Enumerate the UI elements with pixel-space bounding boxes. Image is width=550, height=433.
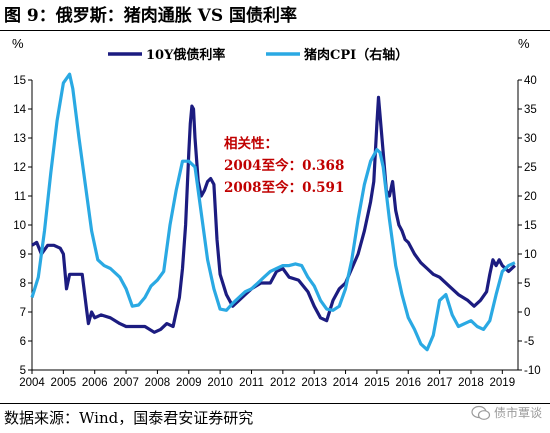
legend-label-pork-cpi: 猪肉CPI（右轴） (303, 47, 408, 63)
right-tick-label: -10 (524, 365, 541, 377)
x-tick-label: 2015 (364, 377, 390, 389)
correlation-annotation: 相关性： 2004至今：0.368 2008至今：0.591 (224, 135, 344, 196)
x-tick-label: 2005 (51, 377, 77, 389)
right-tick-label: 20 (524, 191, 537, 203)
x-tick-label: 2019 (490, 377, 516, 389)
right-axis-unit: % (518, 36, 530, 51)
right-tick-label: 35 (524, 104, 537, 116)
wechat-icon (471, 405, 491, 420)
figure-title: 图 9：俄罗斯：猪肉通胀 VS 国债利率 (4, 6, 298, 26)
left-tick-label: 10 (13, 220, 26, 232)
x-tick-label: 2013 (301, 377, 327, 389)
right-tick-label: 25 (524, 162, 537, 174)
left-axis-unit: % (12, 36, 24, 51)
right-tick-label: 30 (524, 133, 537, 145)
annotation-heading: 相关性： (224, 135, 278, 152)
legend: 10Y俄债利率 猪肉CPI（右轴） (108, 47, 408, 63)
x-tick-label: 2006 (82, 377, 108, 389)
series-layer (30, 72, 516, 352)
left-tick-label: 11 (14, 191, 26, 203)
x-tick-label: 2007 (113, 377, 139, 389)
x-tick-label: 2008 (145, 377, 171, 389)
x-tick-label: 2016 (395, 377, 421, 389)
x-tick-label: 2004 (19, 377, 45, 389)
source-divider (0, 403, 550, 404)
x-tick-label: 2017 (427, 377, 453, 389)
right-tick-label: 40 (524, 75, 537, 87)
left-tick-label: 5 (20, 365, 26, 377)
annotation-corr-2008: 2008至今：0.591 (224, 179, 344, 196)
x-tick-label: 2014 (333, 377, 359, 389)
right-tick-label: 15 (524, 220, 537, 232)
x-tick-label: 2009 (176, 377, 202, 389)
watermark-text: 债市覃谈 (493, 406, 542, 420)
left-tick-label: 7 (20, 307, 26, 319)
x-tick-label: 2010 (207, 377, 233, 389)
legend-label-bond-yield: 10Y俄债利率 (146, 47, 225, 63)
right-tick-label: 0 (524, 307, 530, 319)
right-tick-label: -5 (524, 336, 534, 348)
x-tick-label: 2018 (458, 377, 484, 389)
annotation-corr-2004: 2004至今：0.368 (224, 157, 344, 174)
x-tick-label: 2012 (270, 377, 296, 389)
title-divider (0, 30, 550, 31)
x-tick-label: 2011 (239, 377, 264, 389)
left-tick-label: 14 (13, 104, 26, 116)
left-tick-label: 6 (20, 336, 26, 348)
left-tick-label: 8 (20, 278, 26, 290)
right-tick-label: 10 (524, 249, 537, 261)
series-line-pork-cpi (30, 72, 516, 352)
source-note: 数据来源：Wind，国泰君安证券研究 (4, 409, 254, 427)
left-tick-label: 12 (13, 162, 26, 174)
left-tick-label: 15 (13, 75, 26, 87)
watermark: 债市覃谈 (471, 404, 542, 421)
right-tick-label: 5 (524, 278, 530, 290)
left-tick-label: 9 (20, 249, 26, 261)
axes: 5 6 7 8 9 10 11 12 13 14 15 -10 -5 0 5 10 15 20 25 30 35 40 20… (13, 75, 540, 389)
left-tick-label: 13 (13, 133, 26, 145)
